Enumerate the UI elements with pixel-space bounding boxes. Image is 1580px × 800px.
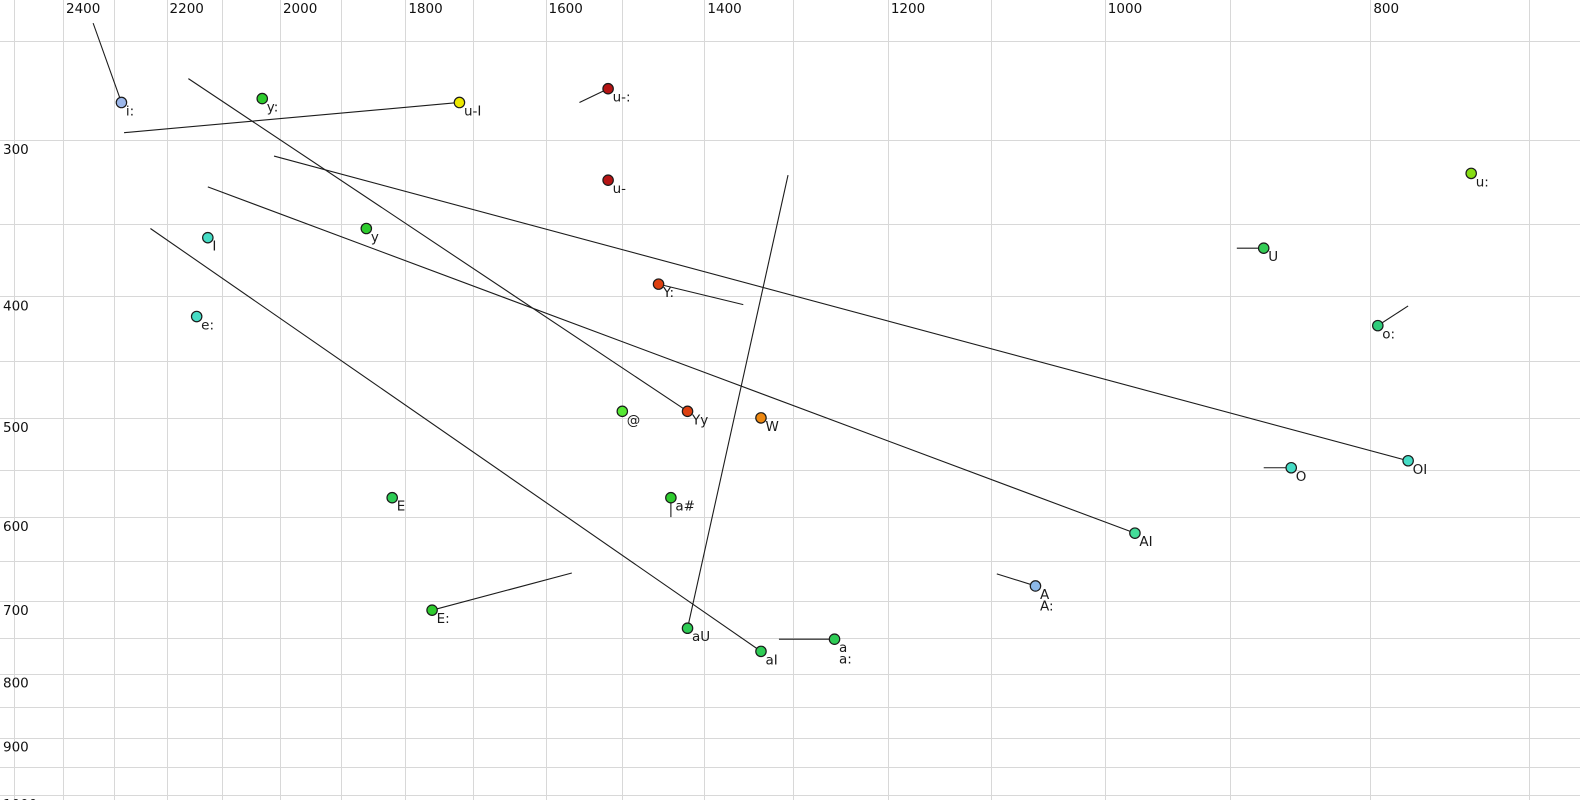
x-tick-label-2000: 2000 [283,1,317,17]
vowel-label-E:: E: [437,611,450,627]
vowel-tail-aI [150,228,762,652]
x-tick-label-2400: 2400 [66,1,100,17]
vowel-point-e: [190,310,203,323]
vowel-point-O [1285,461,1298,474]
vowel-point-I [202,231,214,244]
vowel-point-Y: [652,278,665,290]
vowel-point-u-: [602,82,614,95]
vowel-label-AI: AI [1139,534,1152,550]
vowel-point-@ [616,405,629,418]
vowel-label-y: y [371,230,379,246]
vowel-tail-o: [1377,305,1409,327]
vowel-point-OI [1402,454,1414,467]
vowel-label-e:: e: [201,318,214,334]
x-tick-label-1400: 1400 [707,1,741,17]
vowel-point-y: [256,92,269,105]
y-tick-label-600: 600 [3,519,29,535]
vowel-tail-E: [431,572,572,611]
vowel-tail-A [996,573,1036,587]
x-tick-label-1600: 1600 [549,1,583,17]
vowel-label-W: W [765,419,778,435]
x-tick-label-800: 800 [1373,1,1399,17]
y-tick-label-900: 900 [3,740,29,756]
vowel-point-E: [426,604,438,616]
y-tick-label-1000: 1000 [3,797,37,800]
vowel-label-@: @ [627,412,641,428]
vowel-label-u-I: u-I [464,103,481,119]
vowel-label-y:: y: [267,100,279,116]
vowel-tail-u-I [123,101,460,134]
vowel-point-u: [1465,167,1477,180]
vowel-label-a#: a# [675,499,695,515]
vowel-label-Y:: Y: [662,285,674,301]
vowel-label-A:: A: [1040,598,1054,614]
vowel-label-I: I [212,239,216,255]
x-tick-label-1800: 1800 [408,1,442,17]
x-tick-label-2200: 2200 [170,1,204,17]
vowel-label-Yy: Yy [691,412,708,428]
x-tick-label-1200: 1200 [891,1,925,17]
vowel-tail-Y: [658,283,744,306]
vowel-label-u-: u- [613,181,627,197]
vowel-point-AI [1129,527,1141,539]
vowel-point-u-I [453,96,466,109]
y-tick-label-400: 400 [3,298,29,314]
vowel-point-i: [115,96,128,109]
vowel-point-A [1029,580,1042,592]
vowel-label-u-:: u-: [613,90,631,106]
vowel-label-O: O [1296,469,1307,485]
vowel-label-u:: u: [1476,174,1489,190]
axis-tick-labels: 2400 2200 2000 1800 1600 1400 1200 1000 800 300 40… [3,1,1399,800]
vowel-point-E [386,491,398,504]
vowel-point-W [755,412,767,424]
vowel-point-Yy [681,405,694,418]
vowel-points [115,82,1477,658]
vowel-tail-aU [686,174,789,629]
vowel-point-aU [681,622,694,635]
vowel-point-aI [755,645,767,658]
vowel-point-a [828,633,841,645]
vowel-tail-OI [273,155,1409,462]
x-tick-label-1000: 1000 [1108,1,1142,17]
vowel-tail-i: [92,22,122,103]
vowel-label-o:: o: [1382,327,1395,343]
vowel-point-a# [665,491,677,504]
vowel-label-a: a [839,640,847,656]
y-tick-label-800: 800 [3,676,29,692]
vowel-labels: i: y: u-I u-: u-y Ie: Uu: o: Y: @ Yy W O OI E a# AI AA: E:… [126,90,1489,669]
vowel-tail-AI [207,186,1136,534]
vowel-label-a:: a: [839,652,852,668]
vowel-point-o: [1372,319,1384,332]
y-tick-label-500: 500 [3,420,29,436]
vowel-label-aI: aI [765,652,777,668]
vowel-label-A: A [1040,587,1050,603]
vowel-label-E: E [397,499,406,515]
vowel-point-u- [602,174,614,186]
vowel-tail-Yy [188,78,688,412]
trajectory-lines [92,22,1409,652]
vowel-label-aU: aU [692,629,710,645]
y-tick-label-300: 300 [3,142,29,158]
vowel-point-y [360,222,373,235]
y-tick-label-700: 700 [3,603,29,619]
vowel-label-U: U [1268,249,1278,265]
vowel-label-OI: OI [1413,462,1428,478]
vowel-label-i:: i: [126,103,134,119]
vowel-point-U [1257,242,1270,254]
